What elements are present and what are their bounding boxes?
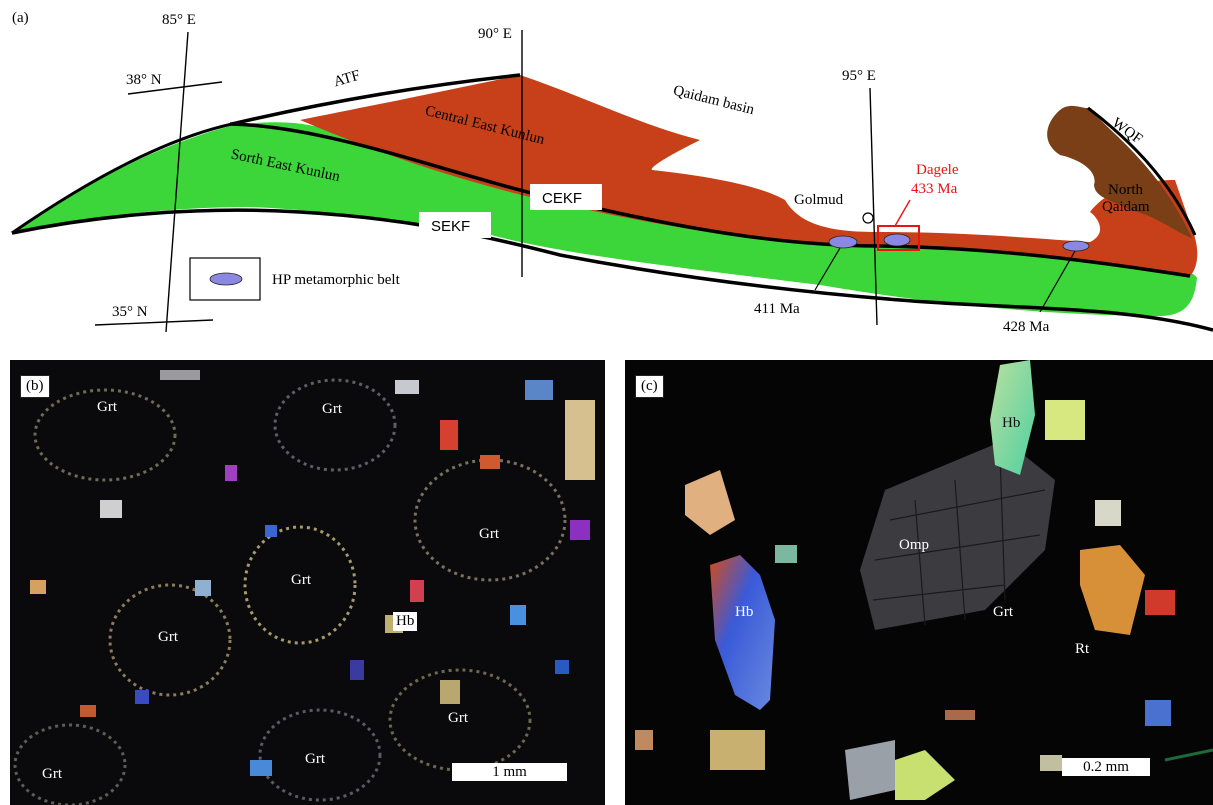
label-dagele: Dagele [916, 162, 959, 178]
mineral-grt-5: Grt [158, 629, 178, 645]
mineral-grt-1: Grt [97, 399, 117, 415]
hornblende-top-grain [990, 360, 1035, 475]
leader-411 [814, 247, 841, 291]
meridian-85 [165, 31, 189, 333]
meridian-95 [869, 87, 878, 326]
atf-fault [231, 73, 521, 126]
label-38n: 38° N [126, 72, 162, 88]
panel-c-label: (c) [635, 375, 664, 398]
scale-bar-b: 1 mm [452, 763, 567, 781]
micrograph-b: (b) Grt Grt Grt Grt Grt Grt Grt Grt Hb 1… [10, 360, 605, 805]
legend-label: HP metamorphic belt [272, 272, 401, 288]
parallel-35 [94, 319, 214, 326]
cekf-tag: CEKF [530, 184, 602, 210]
north-qaidam-terrane [1047, 105, 1192, 238]
central-east-kunlun-terrane [300, 75, 1198, 276]
dagele-leader [894, 199, 911, 227]
label-north-qaidam-1: North [1108, 182, 1143, 198]
south-east-kunlun-terrane [12, 122, 1197, 317]
dagele-box [877, 225, 920, 251]
mineral-grt-8: Grt [42, 766, 62, 782]
scale-bar-c: 0.2 mm [1062, 758, 1150, 776]
omphacite-grain [860, 440, 1055, 630]
label-95e: 95° E [842, 68, 876, 84]
mineral-hb-left: Hb [735, 604, 754, 620]
southwest-tail [11, 122, 233, 235]
golmud-city-marker [862, 212, 874, 224]
label-411ma: 411 Ma [754, 301, 800, 317]
hp-body-411 [828, 235, 858, 249]
mineral-hb-top: Hb [1002, 415, 1021, 431]
mineral-grt: Grt [993, 604, 1013, 620]
cekf-fault [229, 122, 1191, 278]
mineral-omp: Omp [899, 537, 929, 553]
mineral-grt-3: Grt [479, 526, 499, 542]
label-cekf: CEKF [542, 190, 582, 207]
parallel-38 [127, 81, 223, 95]
panel-a-label: (a) [12, 10, 29, 26]
mineral-grt-4: Grt [291, 572, 311, 588]
label-north-qaidam-2: Qaidam [1102, 199, 1150, 215]
label-dagele-age: 433 Ma [911, 181, 958, 197]
mineral-rt: Rt [1075, 641, 1090, 657]
label-85e: 85° E [162, 12, 196, 28]
label-428ma: 428 Ma [1003, 319, 1050, 335]
leader-428 [1039, 250, 1076, 313]
wqf-fault [1087, 106, 1197, 236]
sekf-fault [11, 208, 1213, 332]
hp-body-dagele [883, 233, 911, 247]
micrograph-c: (c) Hb Omp Hb Grt Rt 0.2 mm [625, 360, 1213, 805]
label-sekf: SEKF [431, 218, 470, 235]
fiber-streak [1164, 748, 1213, 762]
label-golmud: Golmud [794, 192, 844, 208]
mineral-grt-6: Grt [448, 710, 468, 726]
label-atf: ATF [332, 68, 362, 91]
panel-b-label: (b) [20, 375, 50, 398]
hp-body-428 [1062, 240, 1090, 252]
label-qaidam-basin: Qaidam basin [671, 83, 756, 119]
hornblende-left-grain [710, 555, 775, 710]
legend-hp-symbol [209, 272, 243, 286]
mineral-grt-2: Grt [322, 401, 342, 417]
geologic-map: (a) 85° E 90° E 95° E 38° N 35° N ATF Qa… [11, 10, 1213, 335]
mineral-hb-tag: Hb [393, 612, 418, 631]
sekf-tag: SEKF [419, 212, 491, 238]
micrograph-c-texture [625, 360, 1213, 805]
micrograph-b-texture [10, 360, 605, 805]
mineral-grt-7: Grt [305, 751, 325, 767]
label-90e: 90° E [478, 26, 512, 42]
label-35n: 35° N [112, 304, 148, 320]
